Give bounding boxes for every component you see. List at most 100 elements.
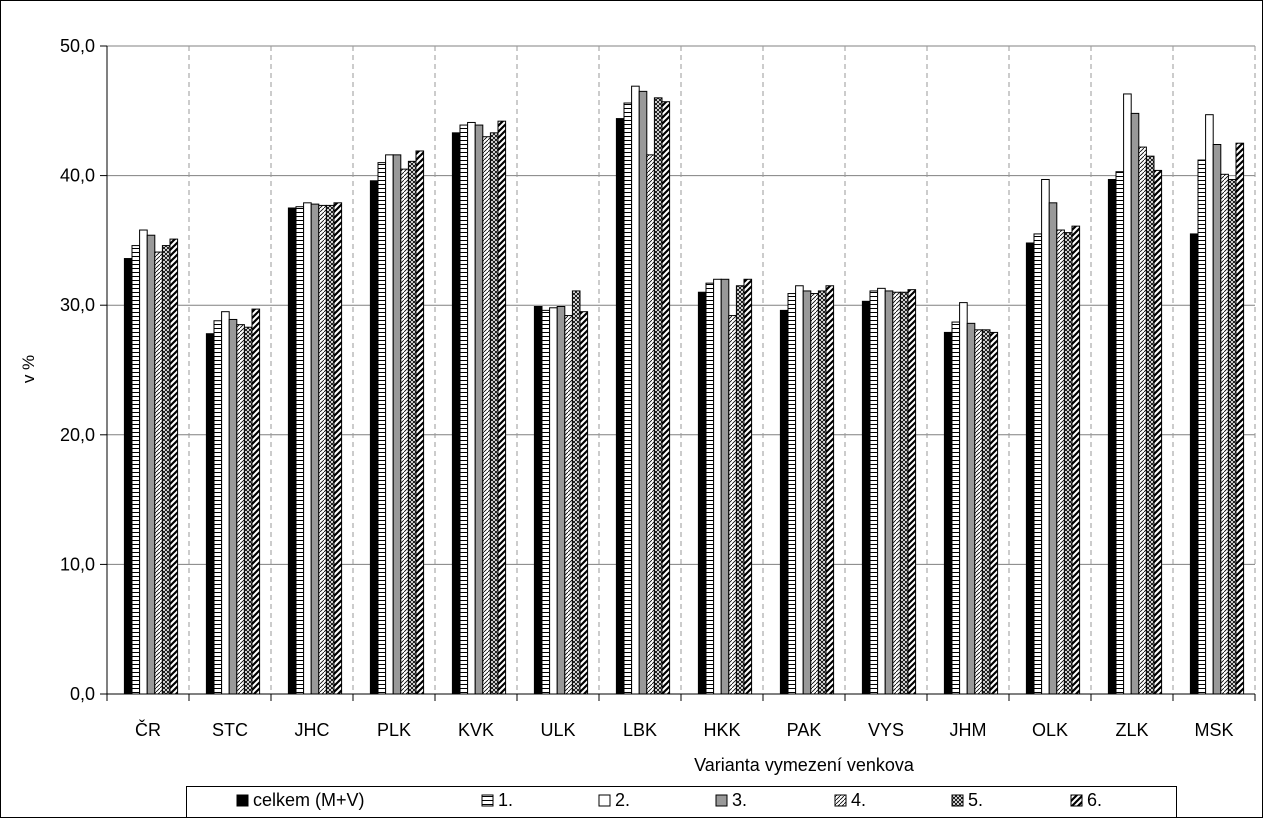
bar: [825, 285, 835, 695]
bar: [974, 329, 983, 695]
bar: [1115, 171, 1125, 695]
legend-swatch: [236, 794, 249, 807]
bar: [817, 290, 827, 695]
bar: [251, 308, 261, 695]
bar: [661, 101, 671, 695]
bar: [795, 285, 804, 695]
bar: [556, 306, 566, 695]
y-tick-label: 20,0: [60, 425, 95, 445]
bar: [369, 180, 379, 695]
bar: [1227, 178, 1237, 695]
bar: [161, 245, 171, 695]
x-axis: ČR STC JHC PLK KVK ULK LBK HKK PAK VYS JHM OLK ZLK MS…: [106, 693, 1256, 740]
bar: [474, 124, 484, 695]
bar: [951, 321, 961, 695]
y-tick-label: 30,0: [60, 295, 95, 315]
legend-label: 1.: [498, 790, 513, 810]
bar: [407, 160, 417, 695]
x-tick-label: PAK: [787, 720, 822, 740]
bar: [884, 290, 894, 695]
bar: [1056, 229, 1065, 695]
bar: [533, 306, 543, 695]
bar: [899, 291, 909, 695]
bar: [1138, 146, 1147, 695]
bar: [1197, 159, 1207, 695]
y-tick-label: 50,0: [60, 36, 95, 56]
y-axis: 0,0 10,0 20,0 30,0 40,0 50,0: [60, 36, 108, 704]
bar: [728, 315, 737, 695]
bar: [497, 120, 507, 695]
legend-swatch: [834, 794, 847, 807]
legend: celkem (M+V) 1. 2. 3. 4. 5. 6.: [186, 786, 1177, 818]
bar: [221, 311, 230, 695]
bar: [735, 285, 745, 695]
x-tick-label: STC: [212, 720, 248, 740]
x-tick-label: JHM: [950, 720, 987, 740]
bar: [549, 307, 558, 695]
bar: [131, 245, 141, 695]
bar: [287, 207, 297, 695]
bar: [459, 124, 469, 695]
bar: [802, 290, 812, 695]
legend-box: [186, 786, 1177, 818]
bar: [1235, 142, 1245, 695]
x-tick-label: VYS: [868, 720, 904, 740]
legend-swatch: [1070, 794, 1083, 807]
legend-swatch: [715, 794, 728, 807]
bar: [377, 162, 387, 695]
bar: [615, 118, 625, 695]
bar: [385, 154, 394, 695]
x-tick-label: ČR: [135, 719, 161, 740]
bar: [631, 85, 640, 695]
legend-swatch: [598, 794, 611, 807]
bar: [415, 150, 425, 695]
x-tick-label: KVK: [458, 720, 494, 740]
bar: [310, 203, 320, 695]
bar: [146, 234, 156, 695]
bar: [907, 289, 917, 695]
bar: [810, 293, 819, 695]
bar: [154, 251, 163, 695]
bar: [1071, 225, 1081, 695]
bar: [1205, 114, 1214, 695]
bar: [579, 311, 589, 695]
bar: [1063, 232, 1073, 695]
bar: [1123, 93, 1132, 695]
bar: [139, 229, 148, 695]
bar: [966, 322, 976, 695]
x-tick-label: OLK: [1032, 720, 1068, 740]
bar: [623, 102, 633, 695]
bar: [400, 168, 409, 695]
legend-label: 4.: [851, 790, 866, 810]
bar: [720, 278, 730, 695]
bar: [392, 154, 402, 695]
bar: [697, 291, 707, 695]
bar: [333, 202, 343, 695]
legend-label: 6.: [1087, 790, 1102, 810]
bar: [981, 329, 991, 695]
bar: [228, 318, 238, 695]
bar: [1033, 233, 1043, 695]
bar: [1048, 202, 1058, 695]
bar: [123, 258, 133, 695]
bar: [989, 331, 999, 695]
bar: [713, 278, 722, 695]
bar: [303, 202, 312, 695]
x-tick-label: JHC: [295, 720, 330, 740]
bar: [943, 331, 953, 695]
bar: [743, 278, 753, 695]
bar: [1189, 233, 1199, 695]
bar: [877, 287, 886, 695]
bar: [236, 324, 245, 695]
bar: [1220, 173, 1229, 695]
bar: [325, 204, 335, 695]
bar: [646, 154, 655, 695]
bar: [861, 300, 871, 695]
bar: [1153, 169, 1163, 695]
x-tick-label: MSK: [1194, 720, 1233, 740]
bar: [318, 204, 327, 695]
bar: [1107, 178, 1117, 695]
bar: [489, 132, 499, 695]
bar: [541, 309, 551, 695]
x-tick-label: HKK: [703, 720, 740, 740]
